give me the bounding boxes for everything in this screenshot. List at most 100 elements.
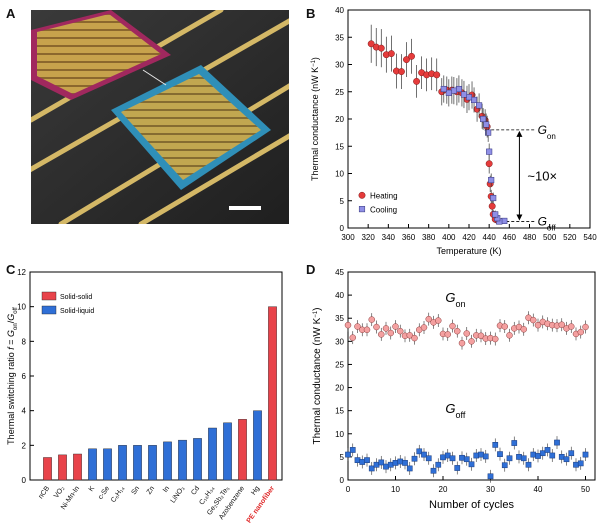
bar-label: C₆H₁₄ bbox=[110, 485, 126, 504]
x-tick-label: 0 bbox=[346, 485, 351, 494]
g-off-point bbox=[383, 463, 389, 470]
g-on-point bbox=[492, 335, 499, 343]
x-tick-label: 40 bbox=[534, 485, 543, 494]
g-off-point bbox=[430, 467, 437, 474]
heating-point bbox=[387, 50, 395, 58]
bar-label: Sn bbox=[130, 485, 141, 496]
x-tick-label: 380 bbox=[422, 233, 436, 242]
g-on-point bbox=[382, 325, 390, 332]
y-tick-label: 0 bbox=[340, 476, 345, 485]
g-off-point bbox=[411, 455, 418, 462]
legend-cooling-marker bbox=[358, 206, 366, 213]
heating-point bbox=[408, 52, 415, 60]
g-on-point bbox=[444, 331, 451, 338]
ratio-arrow-head-up bbox=[516, 130, 523, 137]
heating-point bbox=[403, 56, 410, 64]
chart-c-switching-ratio: 0 2 4 6 8 10 12 Thermal switching ratio f = Gon… bbox=[6, 268, 283, 525]
g-on-point bbox=[354, 323, 361, 330]
g-on-point bbox=[558, 321, 565, 328]
g-off-point bbox=[416, 448, 423, 455]
x-tick-label: 540 bbox=[583, 233, 597, 242]
g-on-point bbox=[506, 332, 513, 339]
x-tick-label: 30 bbox=[486, 485, 495, 494]
heating-point bbox=[413, 77, 421, 85]
legend-heating-label: Heating bbox=[370, 191, 398, 200]
g-off-point bbox=[539, 450, 546, 457]
cooling-point bbox=[440, 85, 447, 93]
g-on-point bbox=[363, 326, 371, 334]
g-off-point bbox=[454, 465, 461, 471]
legend-swatch bbox=[41, 291, 57, 301]
g-on-point bbox=[468, 338, 475, 345]
x-axis-label: Number of cycles bbox=[429, 499, 514, 511]
g-on-point bbox=[454, 327, 461, 335]
g-off-point bbox=[473, 452, 480, 459]
bar bbox=[73, 453, 82, 481]
x-tick-label: 500 bbox=[543, 233, 557, 242]
cooling-point bbox=[445, 89, 452, 96]
g-on-annotation: Gon bbox=[538, 123, 556, 141]
g-off-point bbox=[563, 456, 570, 463]
g-off-point bbox=[468, 461, 475, 468]
g-off-point bbox=[535, 453, 541, 459]
g-off-point bbox=[349, 447, 356, 453]
cooling-point bbox=[485, 129, 492, 136]
heating-point bbox=[397, 68, 405, 76]
heating-point bbox=[488, 202, 496, 210]
g-on-point bbox=[420, 324, 428, 331]
x-tick-label: 360 bbox=[402, 233, 416, 242]
bar-label: Hg bbox=[250, 485, 261, 496]
cooling-point bbox=[483, 121, 490, 128]
g-on-point bbox=[373, 323, 380, 331]
y-tick-label: 25 bbox=[335, 360, 344, 369]
x-axis-label: Temperature (K) bbox=[436, 246, 501, 256]
g-off-point bbox=[568, 450, 575, 457]
cooling-point bbox=[460, 91, 468, 98]
g-off-point bbox=[359, 459, 366, 465]
g-off-point bbox=[492, 442, 499, 448]
y-tick-label: 15 bbox=[335, 407, 344, 416]
bar-label: LiNO₃ bbox=[170, 485, 187, 505]
cooling-point bbox=[455, 85, 462, 93]
g-on-point bbox=[406, 332, 413, 339]
g-off-point bbox=[345, 451, 351, 458]
g-off-point bbox=[354, 457, 361, 463]
g-off-point bbox=[577, 460, 584, 467]
x-tick-label: 480 bbox=[523, 233, 537, 242]
panel-letter-c: C bbox=[6, 262, 16, 277]
g-on-point bbox=[368, 316, 375, 323]
heating-point bbox=[377, 44, 385, 52]
g-off-point bbox=[368, 465, 375, 472]
cooling-point bbox=[470, 96, 478, 103]
legend-swatch bbox=[41, 305, 57, 315]
g-on-point bbox=[520, 326, 527, 333]
bar-label: nCB bbox=[38, 485, 52, 500]
plot-frame bbox=[347, 271, 596, 481]
y-tick-label: 30 bbox=[335, 337, 344, 346]
cooling-point bbox=[476, 102, 483, 109]
g-on-point bbox=[435, 317, 442, 324]
g-on-point bbox=[477, 332, 485, 340]
g-off-point bbox=[435, 461, 442, 468]
panel-letter-b: B bbox=[306, 6, 316, 21]
bar bbox=[58, 454, 67, 481]
y-tick-label: 35 bbox=[335, 33, 344, 42]
y-tick-label: 25 bbox=[335, 88, 344, 97]
g-on-point bbox=[530, 316, 537, 324]
legend-heating-marker bbox=[358, 191, 366, 199]
g-off-point bbox=[449, 455, 456, 462]
y-tick-label: 12 bbox=[17, 268, 26, 277]
g-off-point bbox=[440, 454, 446, 461]
y-tick-label: 45 bbox=[335, 268, 344, 277]
g-off-point bbox=[525, 461, 532, 468]
cooling-point bbox=[501, 217, 508, 224]
cooling-point bbox=[486, 148, 493, 155]
ratio-arrow-head-down bbox=[516, 214, 523, 221]
g-on-point bbox=[411, 334, 418, 342]
chart-d-cycling: 0 10 20 30 40 50 0 5 10 15 20 25 30 35 40 45 Number of c… bbox=[312, 268, 596, 511]
bar bbox=[253, 410, 262, 481]
device-micrograph bbox=[31, 10, 289, 224]
y-axis-label: Thermal switching ratio f = Gon/Goff bbox=[6, 307, 19, 445]
bar bbox=[118, 445, 127, 481]
x-tick-label: 460 bbox=[503, 233, 517, 242]
